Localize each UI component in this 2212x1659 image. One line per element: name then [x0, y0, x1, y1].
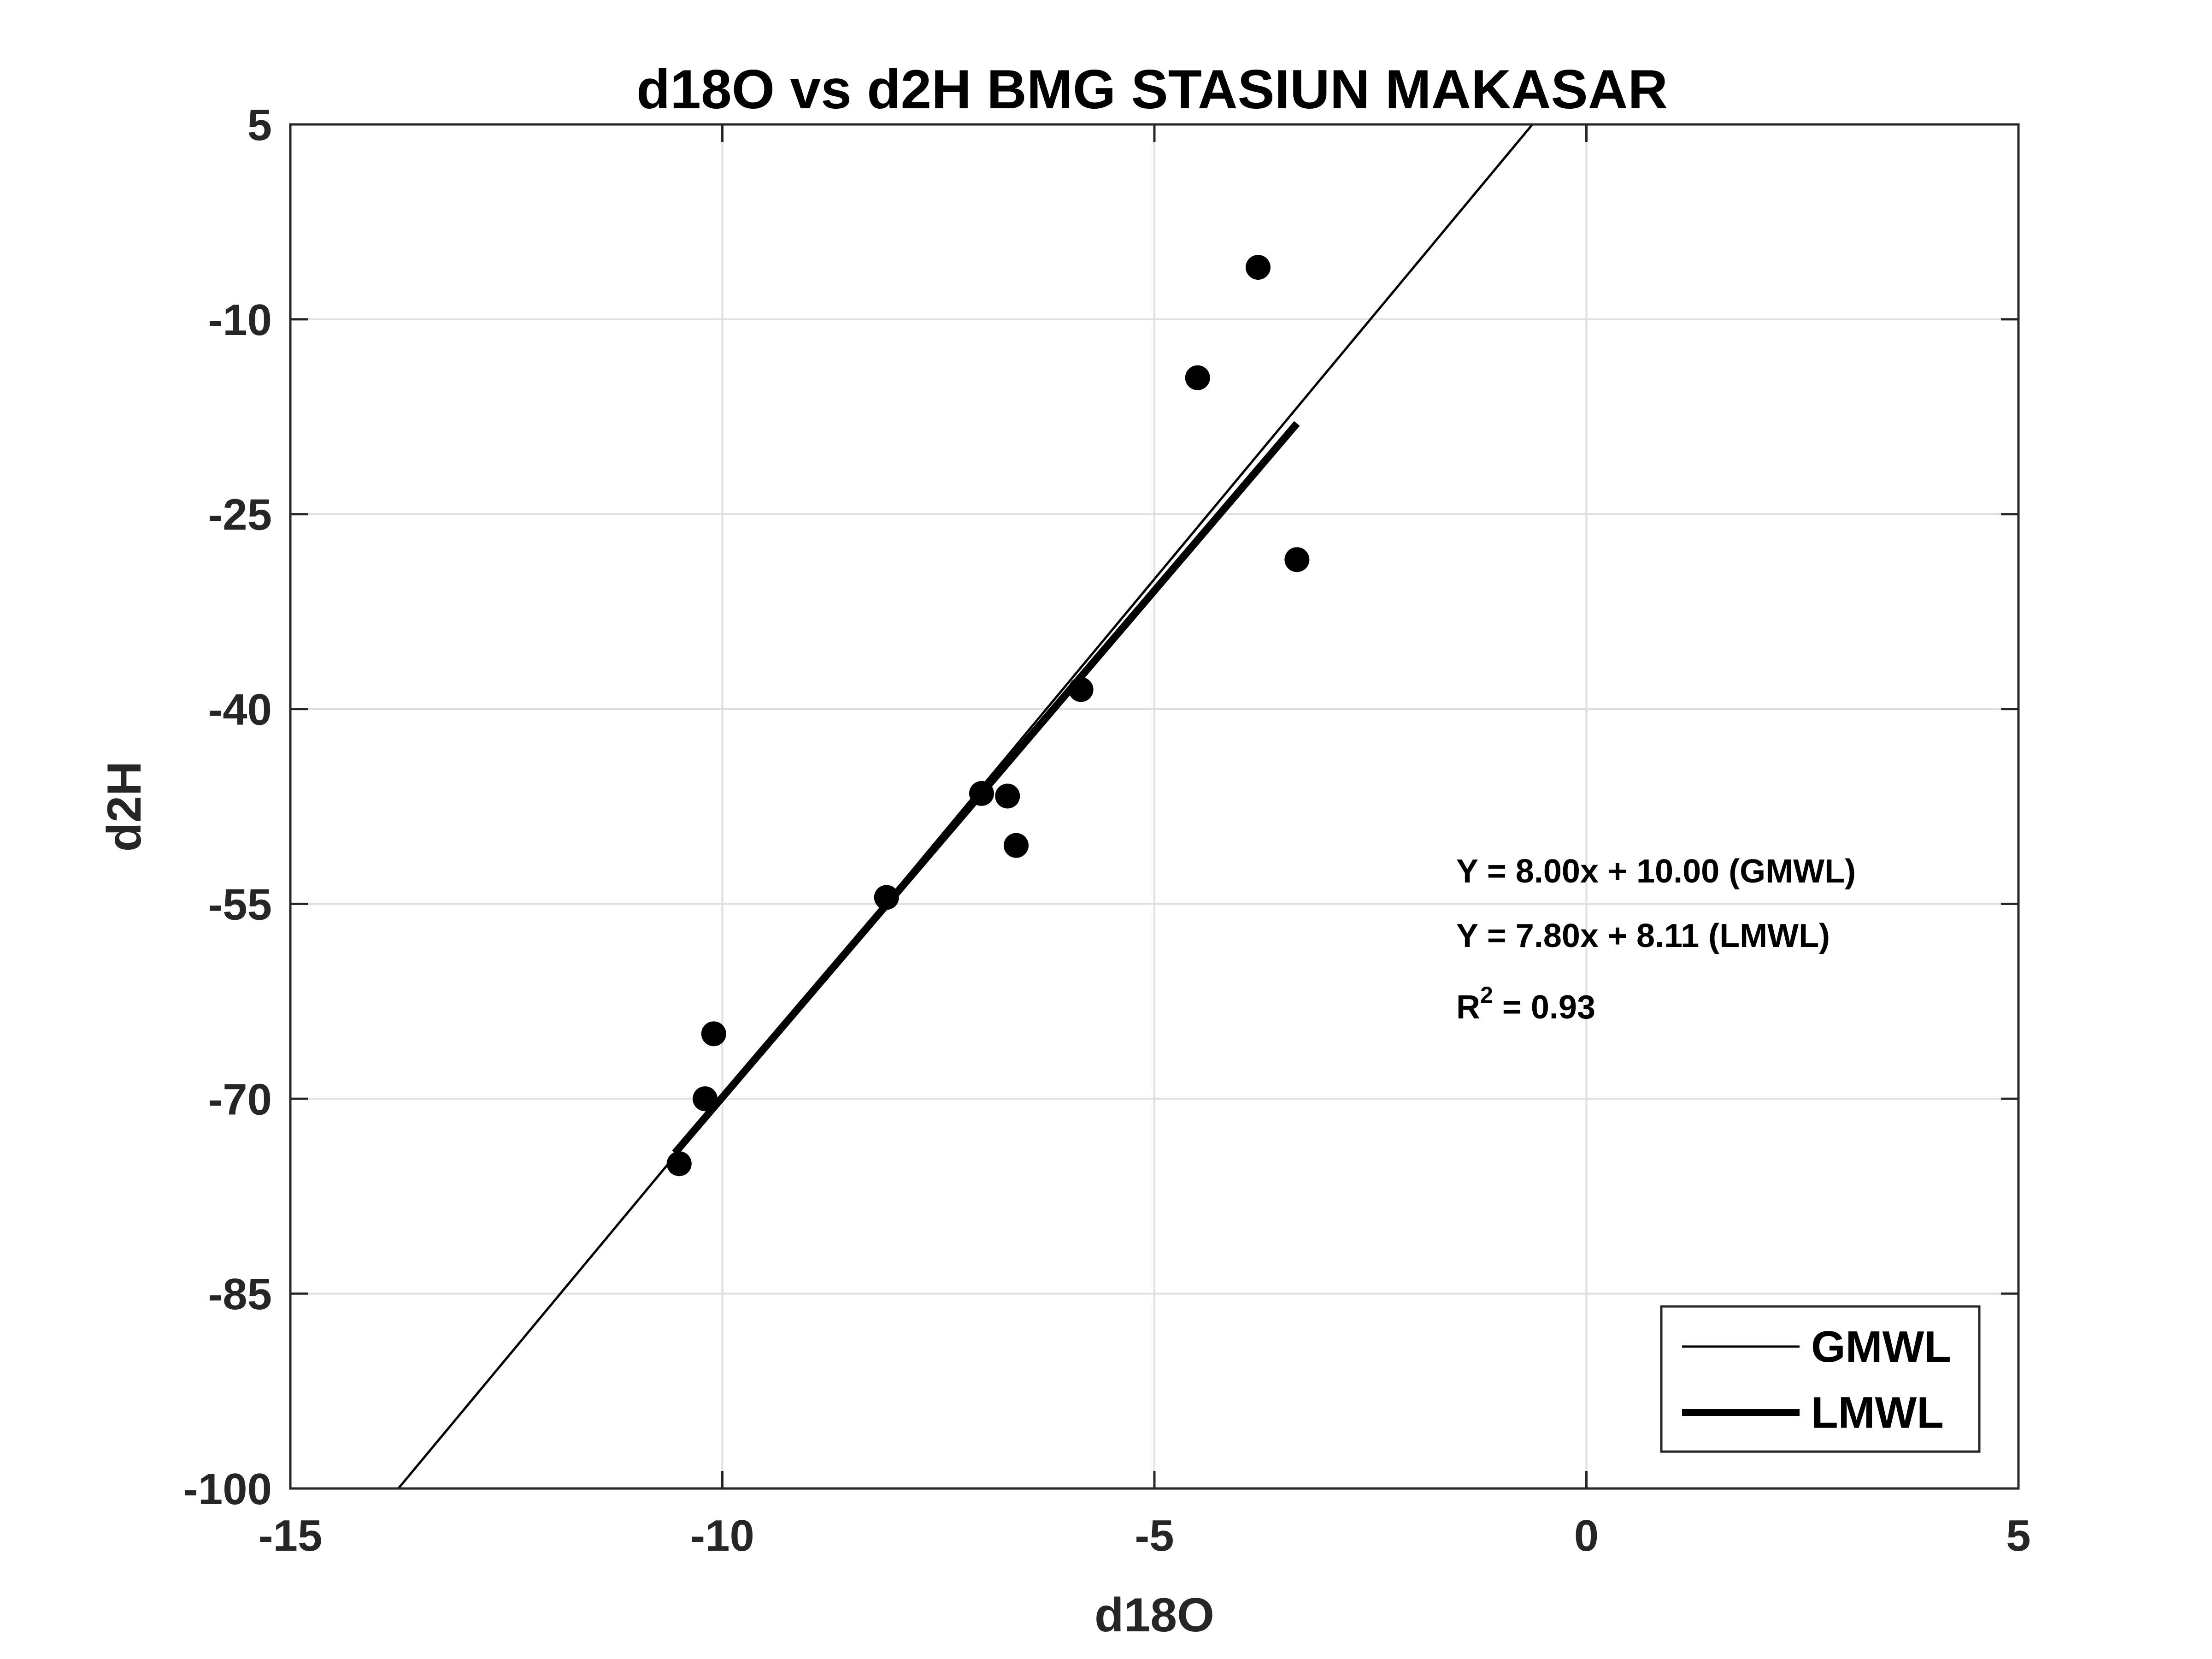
equation-annotations: Y = 8.00x + 10.00 (GMWL) Y = 7.80x + 8.1… — [1456, 853, 1856, 1026]
y-axis-label: d2H — [98, 761, 151, 852]
x-tick-label: 0 — [1574, 1511, 1599, 1560]
r-squared-value: = 0.93 — [1493, 989, 1595, 1026]
legend-lmwl-label: LMWL — [1811, 1388, 1944, 1437]
series-line-gmwl — [397, 124, 1534, 1488]
gmwl-equation: Y = 8.00x + 10.00 (GMWL) — [1456, 853, 1856, 890]
y-tick-label: -85 — [208, 1270, 272, 1319]
y-tick-label: -55 — [208, 880, 272, 929]
data-point — [693, 1086, 718, 1112]
data-points — [666, 255, 1310, 1177]
grid — [290, 124, 2018, 1488]
data-point — [1068, 677, 1094, 702]
x-tick-label: -5 — [1135, 1511, 1174, 1560]
data-point — [874, 885, 899, 910]
legend: GMWL LMWL — [1660, 1305, 1981, 1453]
y-tick-label: 5 — [247, 100, 272, 150]
data-point — [1004, 833, 1029, 858]
y-tick-labels: 5 -10 -25 -40 -55 -70 -85 -100 — [183, 100, 272, 1514]
x-tick-label: -10 — [690, 1511, 754, 1560]
r-squared-exponent: 2 — [1480, 982, 1493, 1008]
y-tick-label: -10 — [208, 295, 272, 345]
axis-ticks — [289, 123, 2020, 1490]
r-squared-prefix: R — [1456, 989, 1480, 1026]
y-tick-label: -100 — [183, 1465, 272, 1514]
y-tick-label: -70 — [208, 1075, 272, 1124]
data-point — [701, 1021, 726, 1047]
data-point — [1284, 547, 1310, 572]
data-point — [995, 783, 1020, 809]
data-point — [1185, 365, 1210, 390]
legend-gmwl-label: GMWL — [1811, 1322, 1951, 1371]
y-tick-label: -40 — [208, 685, 272, 735]
x-tick-labels: -15 -10 -5 0 5 — [259, 1511, 2031, 1560]
data-point — [666, 1151, 692, 1177]
data-point — [969, 781, 994, 806]
y-tick-label: -25 — [208, 490, 272, 540]
chart-title: d18O vs d2H BMG STASIUN MAKASAR — [636, 59, 1668, 120]
r-squared: R2 = 0.93 — [1456, 982, 1595, 1026]
data-point — [1246, 255, 1271, 280]
legend-box — [1660, 1305, 1981, 1453]
lmwl-equation: Y = 7.80x + 8.11 (LMWL) — [1456, 918, 1830, 954]
x-tick-label: -15 — [259, 1511, 323, 1560]
x-tick-label: 5 — [2006, 1511, 2030, 1560]
x-axis-label: d18O — [1094, 1588, 1214, 1642]
